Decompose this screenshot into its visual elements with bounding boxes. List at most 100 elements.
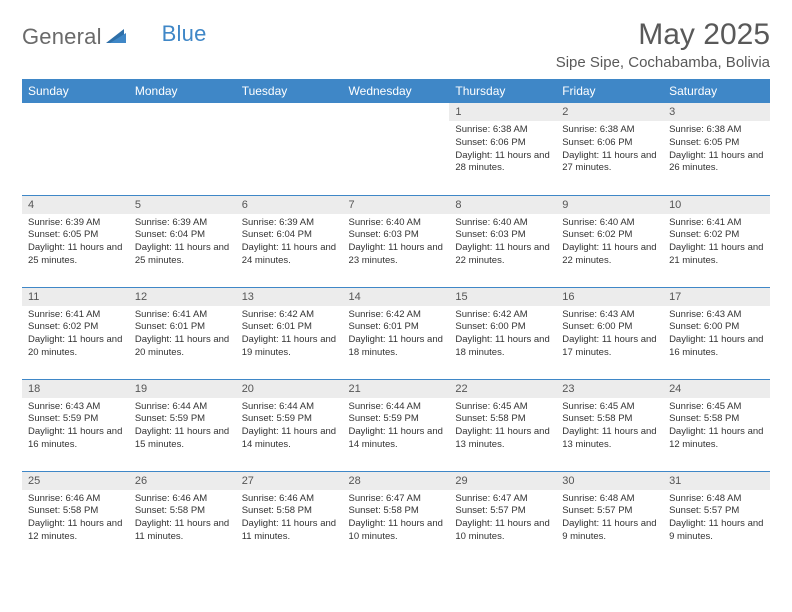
calendar-day-cell: 18Sunrise: 6:43 AMSunset: 5:59 PMDayligh… [22,379,129,471]
day-number: 23 [556,380,663,398]
day-number: 9 [556,196,663,214]
day-details: Sunrise: 6:43 AMSunset: 6:00 PMDaylight:… [663,306,770,364]
calendar-day-cell: 21Sunrise: 6:44 AMSunset: 5:59 PMDayligh… [343,379,450,471]
weekday-header-row: Sunday Monday Tuesday Wednesday Thursday… [22,79,770,103]
day-details: Sunrise: 6:44 AMSunset: 5:59 PMDaylight:… [343,398,450,456]
day-details: Sunrise: 6:42 AMSunset: 6:00 PMDaylight:… [449,306,556,364]
day-details: Sunrise: 6:48 AMSunset: 5:57 PMDaylight:… [556,490,663,548]
day-number: 7 [343,196,450,214]
logo-flag-icon [106,25,130,50]
weekday-header: Tuesday [236,79,343,103]
day-details: Sunrise: 6:46 AMSunset: 5:58 PMDaylight:… [236,490,343,548]
calendar-day-cell: 9Sunrise: 6:40 AMSunset: 6:02 PMDaylight… [556,195,663,287]
calendar-day-cell: 13Sunrise: 6:42 AMSunset: 6:01 PMDayligh… [236,287,343,379]
day-details: Sunrise: 6:42 AMSunset: 6:01 PMDaylight:… [236,306,343,364]
calendar-day-cell: 8Sunrise: 6:40 AMSunset: 6:03 PMDaylight… [449,195,556,287]
day-number: 2 [556,103,663,121]
day-number: 25 [22,472,129,490]
logo-text-general: General [22,24,102,50]
day-number: 29 [449,472,556,490]
calendar-week-row: 1Sunrise: 6:38 AMSunset: 6:06 PMDaylight… [22,103,770,195]
calendar-week-row: 18Sunrise: 6:43 AMSunset: 5:59 PMDayligh… [22,379,770,471]
day-number: 20 [236,380,343,398]
day-number: 4 [22,196,129,214]
calendar-day-cell: 15Sunrise: 6:42 AMSunset: 6:00 PMDayligh… [449,287,556,379]
day-details: Sunrise: 6:47 AMSunset: 5:58 PMDaylight:… [343,490,450,548]
calendar-day-cell: 19Sunrise: 6:44 AMSunset: 5:59 PMDayligh… [129,379,236,471]
calendar-day-cell: 26Sunrise: 6:46 AMSunset: 5:58 PMDayligh… [129,471,236,563]
weekday-header: Sunday [22,79,129,103]
day-number: 14 [343,288,450,306]
day-details: Sunrise: 6:45 AMSunset: 5:58 PMDaylight:… [556,398,663,456]
calendar-day-cell: 11Sunrise: 6:41 AMSunset: 6:02 PMDayligh… [22,287,129,379]
day-number: 13 [236,288,343,306]
calendar-week-row: 25 Sunrise: 6:46 AMSunset: 5:58 PMDayligh… [22,471,770,563]
day-number: 31 [663,472,770,490]
calendar-day-cell [343,103,450,195]
day-details: Sunrise: 6:39 AMSunset: 6:05 PMDaylight:… [22,214,129,272]
day-details: Sunrise: 6:42 AMSunset: 6:01 PMDaylight:… [343,306,450,364]
day-details: Sunrise: 6:45 AMSunset: 5:58 PMDaylight:… [449,398,556,456]
day-details: Sunrise: 6:43 AMSunset: 5:59 PMDaylight:… [22,398,129,456]
calendar-day-cell: 10Sunrise: 6:41 AMSunset: 6:02 PMDayligh… [663,195,770,287]
calendar-day-cell: 28Sunrise: 6:47 AMSunset: 5:58 PMDayligh… [343,471,450,563]
calendar-day-cell [22,103,129,195]
day-details: Sunrise: 6:41 AMSunset: 6:02 PMDaylight:… [22,306,129,364]
calendar-day-cell: 20Sunrise: 6:44 AMSunset: 5:59 PMDayligh… [236,379,343,471]
calendar-week-row: 11Sunrise: 6:41 AMSunset: 6:02 PMDayligh… [22,287,770,379]
calendar-day-cell: 22Sunrise: 6:45 AMSunset: 5:58 PMDayligh… [449,379,556,471]
weekday-header: Friday [556,79,663,103]
day-number: 27 [236,472,343,490]
calendar-day-cell: 16Sunrise: 6:43 AMSunset: 6:00 PMDayligh… [556,287,663,379]
day-number: 5 [129,196,236,214]
calendar-day-cell: 12Sunrise: 6:41 AMSunset: 6:01 PMDayligh… [129,287,236,379]
day-number: 18 [22,380,129,398]
month-title: May 2025 [556,18,770,52]
day-details: Sunrise: 6:41 AMSunset: 6:02 PMDaylight:… [663,214,770,272]
weekday-header: Thursday [449,79,556,103]
calendar-day-cell: 27Sunrise: 6:46 AMSunset: 5:58 PMDayligh… [236,471,343,563]
day-number: 19 [129,380,236,398]
calendar-day-cell: 24Sunrise: 6:45 AMSunset: 5:58 PMDayligh… [663,379,770,471]
day-details: Sunrise: 6:39 AMSunset: 6:04 PMDaylight:… [236,214,343,272]
calendar-day-cell: 3Sunrise: 6:38 AMSunset: 6:05 PMDaylight… [663,103,770,195]
calendar-day-cell: 5Sunrise: 6:39 AMSunset: 6:04 PMDaylight… [129,195,236,287]
day-number: 3 [663,103,770,121]
day-number: 15 [449,288,556,306]
calendar-week-row: 4Sunrise: 6:39 AMSunset: 6:05 PMDaylight… [22,195,770,287]
day-number: 8 [449,196,556,214]
day-number: 24 [663,380,770,398]
logo: General Blue [22,24,207,50]
calendar-day-cell: 4Sunrise: 6:39 AMSunset: 6:05 PMDaylight… [22,195,129,287]
calendar-day-cell: 1Sunrise: 6:38 AMSunset: 6:06 PMDaylight… [449,103,556,195]
calendar-day-cell [129,103,236,195]
day-number: 1 [449,103,556,121]
calendar-day-cell: 2Sunrise: 6:38 AMSunset: 6:06 PMDaylight… [556,103,663,195]
day-details: Sunrise: 6:39 AMSunset: 6:04 PMDaylight:… [129,214,236,272]
calendar-day-cell: 31Sunrise: 6:48 AMSunset: 5:57 PMDayligh… [663,471,770,563]
weekday-header: Wednesday [343,79,450,103]
logo-text-blue: Blue [162,21,207,47]
day-details: Sunrise: 6:38 AMSunset: 6:06 PMDaylight:… [556,121,663,179]
day-details: Sunrise: 6:45 AMSunset: 5:58 PMDaylight:… [663,398,770,456]
calendar-day-cell: 6Sunrise: 6:39 AMSunset: 6:04 PMDaylight… [236,195,343,287]
calendar-day-cell: 23Sunrise: 6:45 AMSunset: 5:58 PMDayligh… [556,379,663,471]
day-number: 26 [129,472,236,490]
weekday-header: Monday [129,79,236,103]
day-details: Sunrise: 6:41 AMSunset: 6:01 PMDaylight:… [129,306,236,364]
day-details: Sunrise: 6:40 AMSunset: 6:02 PMDaylight:… [556,214,663,272]
calendar-day-cell: 25Sunrise: 6:46 AMSunset: 5:58 PMDayligh… [22,471,129,563]
location-text: Sipe Sipe, Cochabamba, Bolivia [556,54,770,71]
calendar-day-cell: 30Sunrise: 6:48 AMSunset: 5:57 PMDayligh… [556,471,663,563]
calendar-day-cell: 29Sunrise: 6:47 AMSunset: 5:57 PMDayligh… [449,471,556,563]
day-number: 22 [449,380,556,398]
day-number: 6 [236,196,343,214]
day-details: Sunrise: 6:48 AMSunset: 5:57 PMDaylight:… [663,490,770,548]
day-details: Sunrise: 6:44 AMSunset: 5:59 PMDaylight:… [236,398,343,456]
day-details: Sunrise: 6:44 AMSunset: 5:59 PMDaylight:… [129,398,236,456]
day-number: 10 [663,196,770,214]
day-details: Sunrise: 6:40 AMSunset: 6:03 PMDaylight:… [343,214,450,272]
day-number: 16 [556,288,663,306]
day-number: 21 [343,380,450,398]
day-number: 12 [129,288,236,306]
